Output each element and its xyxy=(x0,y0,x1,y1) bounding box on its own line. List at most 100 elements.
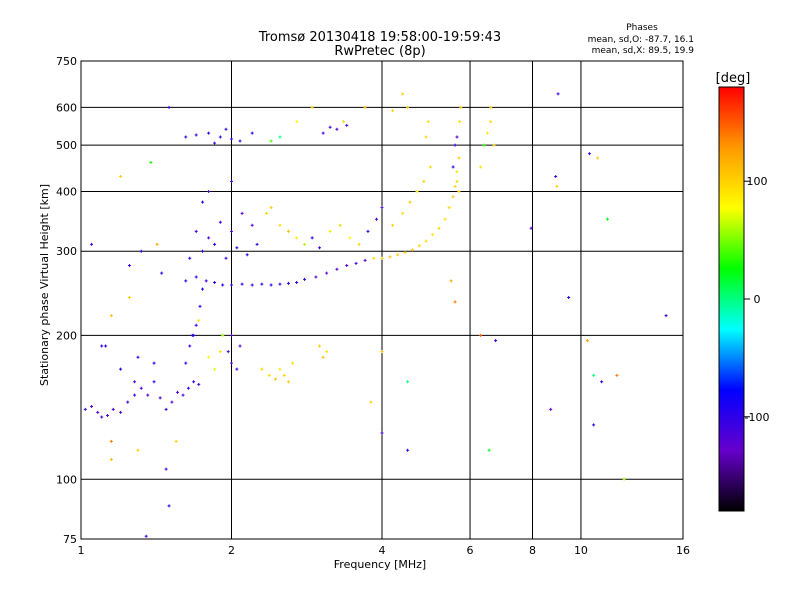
data-point xyxy=(192,333,196,337)
data-point xyxy=(318,344,322,348)
data-point xyxy=(167,105,171,109)
data-point xyxy=(221,333,225,337)
colorbar xyxy=(718,86,745,512)
data-point xyxy=(303,277,307,281)
data-point xyxy=(230,361,233,365)
y-tick-label: 400 xyxy=(56,185,77,198)
data-point xyxy=(133,380,137,384)
data-point xyxy=(197,318,201,322)
data-point xyxy=(213,141,217,145)
data-point xyxy=(380,206,384,210)
data-point xyxy=(184,361,188,365)
data-point xyxy=(403,251,407,255)
data-point xyxy=(375,217,379,221)
data-point xyxy=(194,133,198,137)
data-point xyxy=(155,242,159,246)
data-point xyxy=(139,386,143,390)
data-point xyxy=(174,439,178,443)
data-point xyxy=(554,174,558,178)
data-point xyxy=(238,139,242,143)
data-point xyxy=(207,355,211,359)
data-point xyxy=(218,350,222,354)
data-point xyxy=(449,279,453,283)
data-point xyxy=(664,314,668,318)
data-point xyxy=(437,226,441,230)
phases-box-line-x: mean, sd,X: 89.5, 19.9 xyxy=(592,46,695,56)
data-point xyxy=(201,287,205,291)
data-point xyxy=(194,229,198,233)
data-point xyxy=(201,249,205,253)
data-point xyxy=(391,223,395,227)
data-point xyxy=(487,448,491,452)
data-point xyxy=(585,339,589,343)
data-point xyxy=(269,206,273,210)
data-point xyxy=(104,344,108,348)
data-point xyxy=(325,350,329,354)
data-point xyxy=(149,160,153,164)
data-point xyxy=(458,120,462,124)
data-point xyxy=(295,120,299,124)
data-point xyxy=(341,120,345,124)
data-point xyxy=(274,377,278,381)
phases-box-title: Phases xyxy=(626,23,658,33)
data-point xyxy=(321,355,325,359)
data-point xyxy=(366,229,370,233)
data-point xyxy=(167,504,171,508)
data-point xyxy=(152,361,156,365)
data-point xyxy=(357,242,361,246)
y-tick-labels: 75 100 200 300 400 500 600 750 xyxy=(56,55,77,546)
data-point xyxy=(158,396,162,400)
data-point xyxy=(485,131,489,135)
data-point xyxy=(325,271,329,275)
data-point xyxy=(286,380,290,384)
data-point xyxy=(109,457,113,461)
data-point xyxy=(600,380,604,384)
colorbar-ticks: 100 0 -100 xyxy=(744,175,769,424)
data-point xyxy=(194,323,198,327)
data-point xyxy=(221,283,225,287)
chart-title: Tromsø 20130418 19:58:00-19:59:43 xyxy=(258,30,501,45)
data-point xyxy=(455,179,459,183)
data-point xyxy=(240,282,244,286)
data-point xyxy=(380,431,384,435)
data-point xyxy=(250,283,254,287)
x-axis-label: Frequency [MHz] xyxy=(334,558,426,571)
data-point xyxy=(90,242,94,246)
colorbar-tick-label: 0 xyxy=(754,293,761,306)
data-point xyxy=(119,367,123,371)
data-point xyxy=(479,333,483,337)
data-point xyxy=(291,361,295,365)
data-point xyxy=(605,217,609,221)
data-point xyxy=(587,152,591,156)
data-point xyxy=(529,226,533,230)
data-point xyxy=(235,246,239,250)
data-point xyxy=(230,229,233,233)
data-point xyxy=(160,271,164,275)
data-point xyxy=(388,255,392,259)
data-point xyxy=(269,283,273,287)
data-point xyxy=(295,281,299,285)
data-point xyxy=(207,236,211,240)
data-point xyxy=(170,400,174,404)
data-point xyxy=(363,105,367,109)
data-point xyxy=(204,279,208,283)
data-point xyxy=(482,143,486,147)
data-point xyxy=(489,105,493,109)
data-point xyxy=(415,189,419,193)
data-point xyxy=(457,156,461,160)
data-point xyxy=(278,223,282,227)
data-point xyxy=(230,283,233,287)
data-point xyxy=(328,229,332,233)
data-point xyxy=(181,393,185,397)
data-point xyxy=(380,350,384,354)
data-point xyxy=(596,156,600,160)
x-tick-label: 2 xyxy=(228,544,235,557)
grid-lines xyxy=(81,61,683,539)
data-point xyxy=(164,407,168,411)
data-point xyxy=(592,373,596,377)
data-point xyxy=(338,223,342,227)
data-point xyxy=(335,127,339,131)
data-point xyxy=(303,242,307,246)
data-point xyxy=(567,296,571,300)
data-point xyxy=(380,256,384,260)
